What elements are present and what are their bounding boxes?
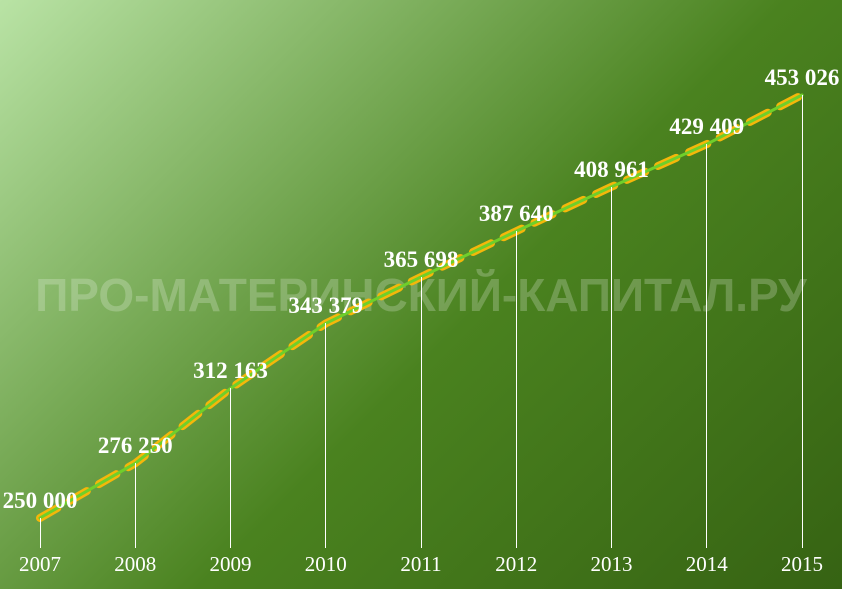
- data-label: 312 163: [193, 358, 268, 384]
- data-label: 387 640: [479, 201, 554, 227]
- drop-line: [706, 144, 707, 548]
- x-axis-label: 2011: [400, 552, 441, 577]
- x-axis-label: 2007: [19, 552, 61, 577]
- x-axis-label: 2012: [495, 552, 537, 577]
- drop-line: [802, 95, 803, 548]
- data-label: 276 250: [98, 433, 173, 459]
- drop-line: [230, 388, 231, 548]
- drop-line: [325, 323, 326, 548]
- data-label: 365 698: [384, 247, 459, 273]
- drop-line: [611, 187, 612, 548]
- x-axis-label: 2013: [591, 552, 633, 577]
- x-axis-label: 2010: [305, 552, 347, 577]
- x-axis-label: 2009: [210, 552, 252, 577]
- x-axis-label: 2015: [781, 552, 823, 577]
- data-label: 250 000: [3, 488, 78, 514]
- data-label: 343 379: [288, 293, 363, 319]
- maternity-capital-chart: ПРО-МАТЕРИНСКИЙ-КАПИТАЛ.РУ 2007250 00020…: [0, 0, 842, 589]
- data-label: 408 961: [574, 157, 649, 183]
- data-label: 429 409: [669, 114, 744, 140]
- drop-line: [421, 277, 422, 548]
- drop-line: [516, 231, 517, 548]
- drop-line: [135, 463, 136, 548]
- x-axis-label: 2008: [114, 552, 156, 577]
- drop-line: [40, 518, 41, 548]
- x-axis-label: 2014: [686, 552, 728, 577]
- data-label: 453 026: [765, 65, 840, 91]
